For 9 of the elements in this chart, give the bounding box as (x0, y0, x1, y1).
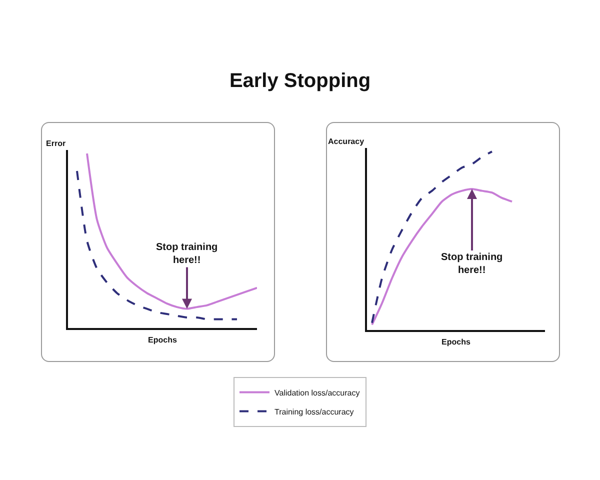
x-axis-title: Epochs (442, 338, 471, 347)
annotation: Stop training here!! (441, 252, 503, 276)
annotation: Stop training here!! (156, 242, 218, 266)
y-axis-title: Accuracy (328, 137, 365, 146)
legend-label: Training loss/accuracy (274, 407, 354, 416)
x-axis-title: Epochs (148, 336, 178, 345)
y-axis-title: Error (46, 139, 66, 148)
legend-label: Validation loss/accuracy (274, 388, 360, 398)
text: Early Stopping (229, 70, 371, 92)
